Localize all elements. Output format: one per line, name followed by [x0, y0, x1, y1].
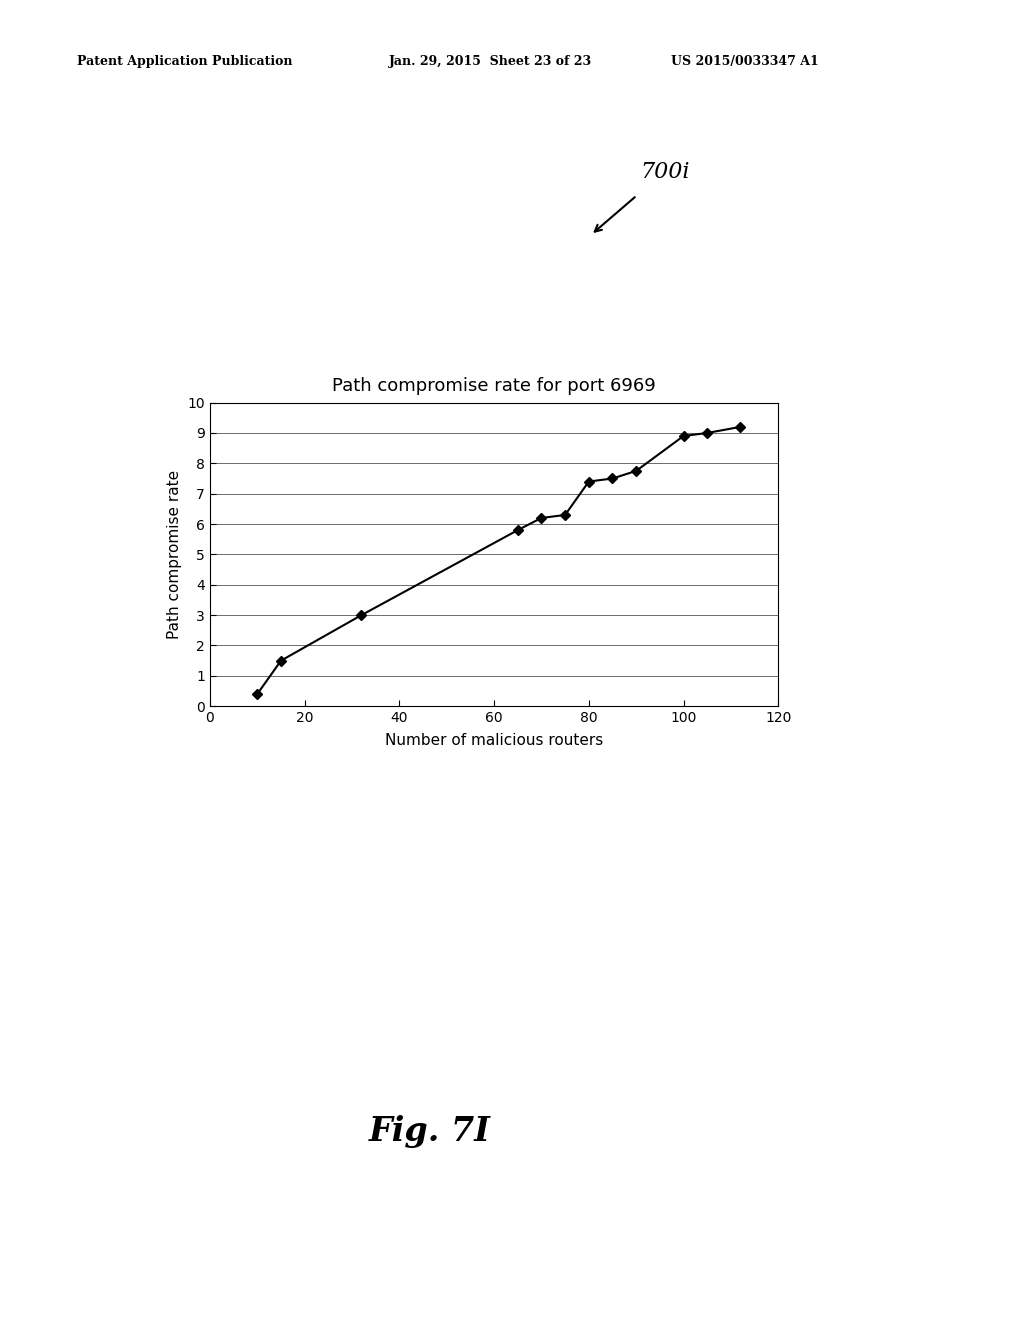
- Title: Path compromise rate for port 6969: Path compromise rate for port 6969: [332, 378, 656, 396]
- Text: Patent Application Publication: Patent Application Publication: [77, 55, 292, 69]
- Text: 700i: 700i: [640, 161, 689, 183]
- Text: Jan. 29, 2015  Sheet 23 of 23: Jan. 29, 2015 Sheet 23 of 23: [389, 55, 592, 69]
- FancyArrowPatch shape: [595, 197, 635, 231]
- Text: Fig. 7I: Fig. 7I: [369, 1115, 492, 1148]
- Y-axis label: Path compromise rate: Path compromise rate: [167, 470, 182, 639]
- Text: US 2015/0033347 A1: US 2015/0033347 A1: [671, 55, 818, 69]
- X-axis label: Number of malicious routers: Number of malicious routers: [385, 734, 603, 748]
